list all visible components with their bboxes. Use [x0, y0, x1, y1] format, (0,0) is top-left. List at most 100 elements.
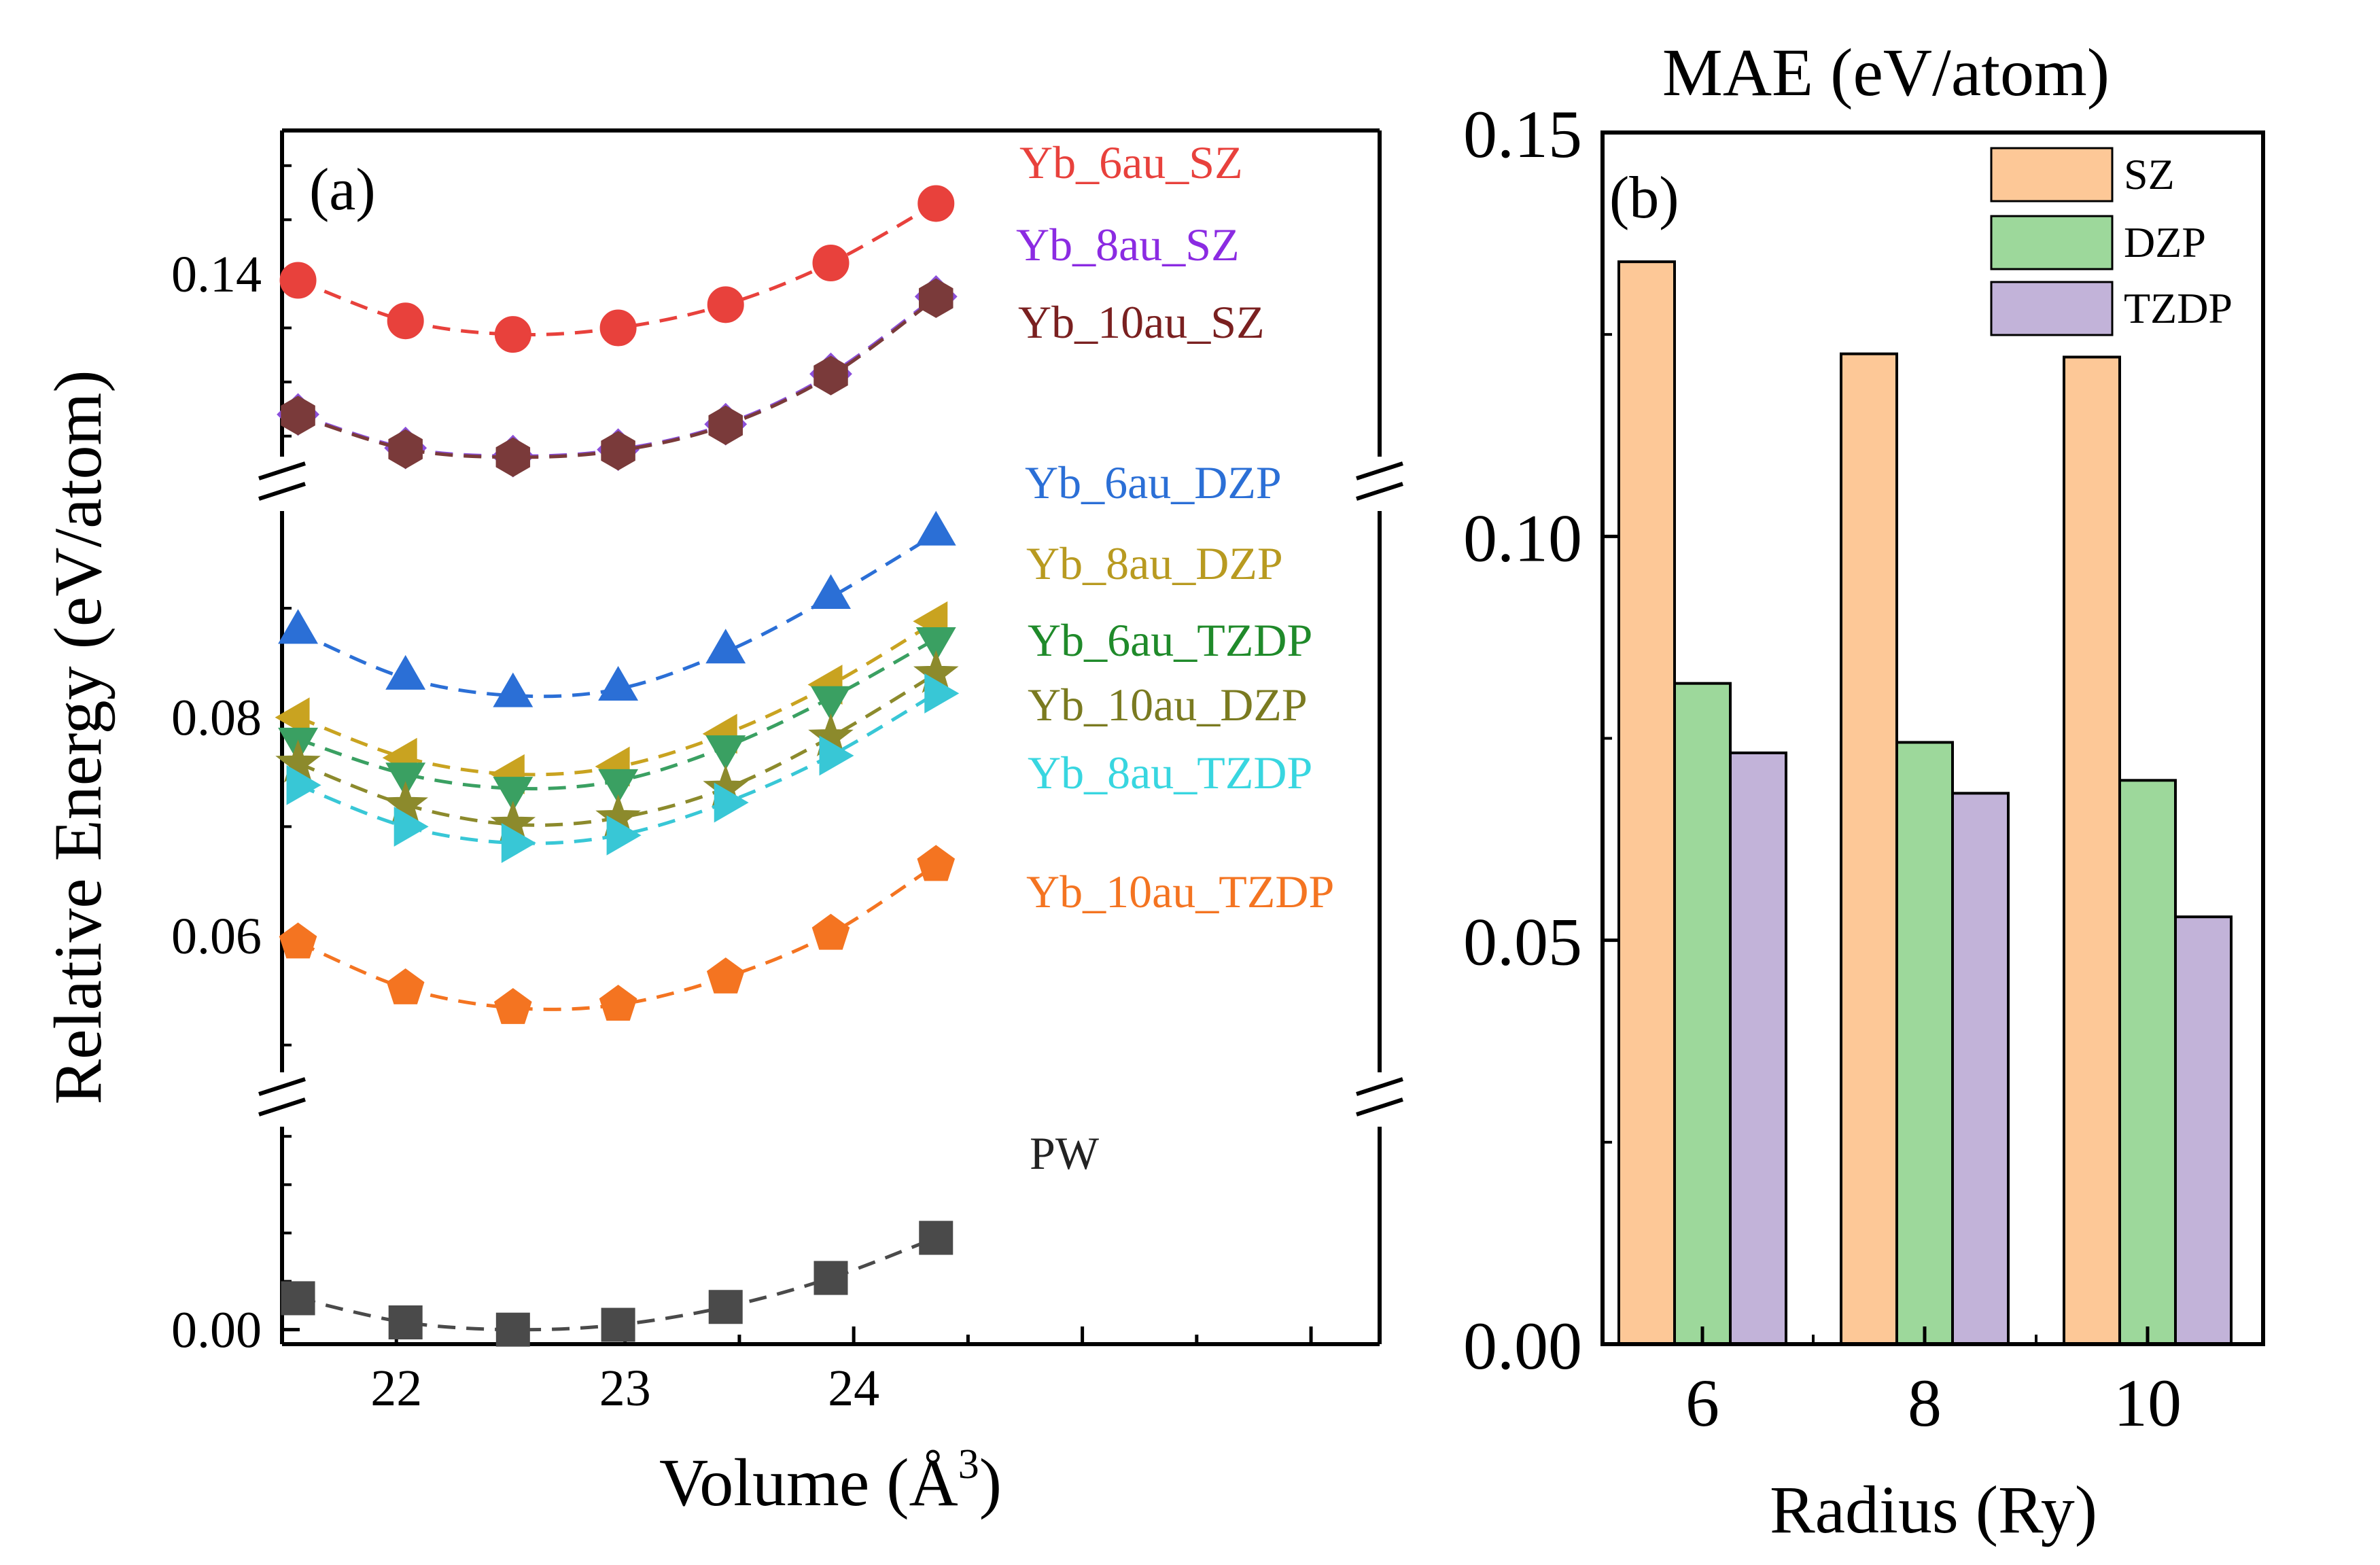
y-axis-title: Relative Energy (eV/atom): [40, 370, 116, 1104]
data-point-Yb_8au_TZDP: [393, 806, 429, 847]
data-point-Yb_10au_SZ: [281, 395, 315, 436]
axis-break-mark: [258, 461, 306, 480]
data-point-Yb_10au_SZ: [708, 405, 743, 445]
legend-label-SZ: SZ: [2124, 150, 2175, 198]
data-point-Yb_8au_TZDP: [714, 782, 749, 823]
legend-label-DZP: DZP: [2124, 218, 2206, 266]
x-tick-label: 22: [370, 1360, 422, 1417]
x-tick-label: 8: [1908, 1365, 1942, 1441]
data-point-Yb_10au_TZDP: [811, 913, 850, 950]
bar-SZ-8: [1840, 352, 1898, 1346]
panel-a-line-chart: 22 23 24 0.00 0.06 0.08 0.14 (a) Volume (Å3) Rela…: [40, 128, 1403, 1520]
series-label-Yb_10au_SZ: Yb_10au_SZ: [1018, 296, 1265, 348]
axis-break-mark: [1356, 461, 1403, 480]
data-point-Yb_6au_TZDP: [705, 735, 746, 771]
panel-label-a: (a): [309, 157, 376, 223]
data-point-Yb_6au_TZDP: [915, 627, 956, 663]
legend-swatch-TZDP: [1990, 281, 2114, 336]
y-tick-label: 0.00: [171, 1302, 262, 1359]
series-label-Yb_8au_SZ: Yb_8au_SZ: [1016, 219, 1240, 270]
data-point-Yb_6au_SZ: [279, 262, 317, 299]
y-tick-label: 0.00: [1463, 1308, 1582, 1384]
data-point-PW: [813, 1261, 848, 1295]
data-point-Yb_8au_TZDP: [286, 764, 321, 805]
bar-TZDP-6: [1729, 751, 1787, 1346]
legend-swatch-SZ: [1990, 147, 2114, 203]
data-point-Yb_6au_DZP: [705, 629, 746, 664]
data-point-Yb_6au_SZ: [387, 302, 424, 340]
x-tick-label: 24: [828, 1360, 879, 1417]
x-axis-title: Volume (Å3): [659, 1441, 1002, 1520]
series-Yb_10au_DZP: [275, 650, 959, 844]
panel-label-b: (b): [1609, 165, 1679, 231]
y-tick-label: 0.15: [1463, 96, 1582, 172]
bar-DZP-8: [1895, 741, 1954, 1346]
data-point-Yb_6au_DZP: [278, 609, 318, 644]
data-point-PW: [281, 1281, 315, 1316]
series-label-Yb_10au_TZDP: Yb_10au_TZDP: [1026, 866, 1334, 917]
data-point-PW: [388, 1305, 423, 1339]
y-tick-label: 0.08: [171, 690, 262, 747]
axis-break-mark: [258, 482, 306, 501]
data-point-Yb_6au_DZP: [598, 665, 639, 701]
y-tick-label: 0.10: [1463, 500, 1582, 576]
axis-break-mark: [1356, 482, 1403, 501]
axis-break-mark: [258, 1077, 306, 1096]
series-label-Yb_8au_DZP: Yb_8au_DZP: [1026, 538, 1283, 589]
data-point-PW: [919, 1220, 953, 1255]
series-Yb_6au_DZP: [278, 510, 956, 707]
data-point-Yb_6au_SZ: [917, 185, 955, 222]
data-point-Yb_10au_SZ: [601, 431, 635, 471]
bar-DZP-6: [1673, 682, 1732, 1346]
series-PW: [281, 1220, 953, 1347]
data-point-Yb_6au_DZP: [915, 510, 956, 546]
y-tick-label: 0.14: [171, 246, 262, 303]
data-point-Yb_8au_DZP: [275, 697, 310, 738]
axis-break-mark: [1356, 1077, 1403, 1096]
data-point-Yb_6au_SZ: [707, 286, 744, 323]
data-point-Yb_10au_SZ: [495, 437, 531, 477]
data-point-Yb_10au_SZ: [919, 278, 953, 318]
axis-break-gap: [274, 457, 290, 511]
axis-break-gap: [1371, 1072, 1388, 1127]
axis-break-mark: [1356, 1097, 1403, 1116]
data-point-Yb_6au_TZDP: [598, 769, 639, 804]
data-point-Yb_6au_DZP: [811, 574, 851, 609]
data-point-Yb_6au_DZP: [385, 654, 426, 690]
series-label-Yb_8au_TZDP: Yb_8au_TZDP: [1028, 747, 1312, 798]
legend-label-TZDP: TZDP: [2124, 284, 2233, 332]
x-axis-title-close: ): [979, 1445, 1002, 1520]
data-point-Yb_6au_SZ: [494, 316, 531, 353]
data-point-PW: [601, 1307, 635, 1342]
series-Yb_6au_SZ: [279, 185, 955, 353]
series-Yb_6au_TZDP: [278, 627, 956, 812]
bar-TZDP-8: [1951, 792, 2010, 1346]
series-Yb_10au_SZ: [281, 278, 953, 477]
data-point-Yb_10au_TZDP: [706, 957, 745, 993]
panel-b-bar-chart: 6 8 10 0.00 0.05 0.10 0.15 MAE (eV/atom) (b) Radi…: [1463, 35, 2265, 1547]
data-point-Yb_8au_TZDP: [606, 815, 642, 856]
data-point-Yb_6au_TZDP: [385, 762, 426, 798]
data-point-Yb_10au_TZDP: [279, 922, 317, 959]
data-point-PW: [708, 1290, 743, 1324]
bar-SZ-6: [1617, 260, 1676, 1346]
axis-break-gap: [1371, 457, 1388, 511]
y-tick-label: 0.05: [1463, 904, 1582, 980]
series-label-Yb_6au_SZ: Yb_6au_SZ: [1019, 137, 1243, 188]
data-point-Yb_10au_SZ: [388, 429, 423, 470]
x-tick-label: 23: [599, 1360, 651, 1417]
x-axis-title-superscript: 3: [958, 1441, 979, 1488]
legend-swatch-DZP: [1990, 215, 2114, 270]
series-label-Yb_6au_TZDP: Yb_6au_TZDP: [1028, 614, 1312, 666]
series-label-Yb_10au_DZP: Yb_10au_DZP: [1028, 679, 1308, 731]
series-label-PW: PW: [1030, 1127, 1100, 1179]
series-Yb_10au_TZDP: [279, 845, 956, 1024]
data-point-Yb_10au_TZDP: [494, 987, 532, 1024]
data-point-Yb_8au_TZDP: [819, 735, 854, 776]
data-point-Yb_10au_TZDP: [386, 968, 425, 1004]
data-point-PW: [495, 1312, 530, 1347]
data-point-Yb_8au_TZDP: [501, 823, 536, 863]
data-point-Yb_10au_SZ: [813, 355, 848, 395]
series-Yb_8au_TZDP: [286, 673, 960, 863]
